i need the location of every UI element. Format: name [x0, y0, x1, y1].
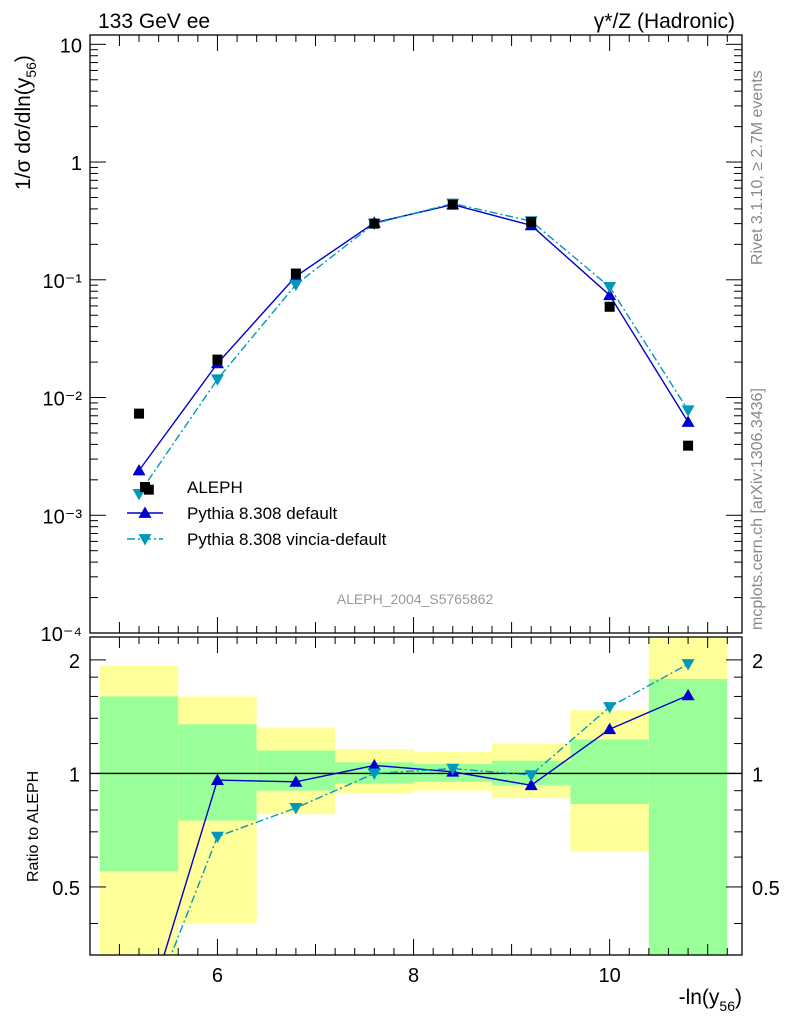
watermark: ALEPH_2004_S5765862 [337, 591, 494, 607]
ratio-marker-0-5 [524, 778, 538, 791]
main-marker-0-7 [681, 415, 695, 427]
main-frame [89, 34, 743, 634]
legend-label-1: Pythia 8.308 default [187, 504, 338, 523]
ratio-line-1 [170, 663, 689, 955]
ratio-marker-0-7 [681, 688, 695, 701]
main-marker-1-7 [681, 405, 695, 417]
main-ytick-label-5: 10 [60, 35, 82, 57]
legend-label-0: ALEPH [187, 478, 243, 497]
ratio-markers [210, 659, 695, 844]
ratio-ytick-label-r-0: 0.5 [752, 878, 780, 900]
ratio-marker-1-2 [289, 803, 303, 815]
band-green-1 [178, 724, 257, 821]
main-ylabel: 1/σ dσ/dln(y56) [12, 55, 39, 190]
data-point-2 [212, 354, 223, 365]
xtick-label-0: 6 [212, 965, 223, 987]
series-lines [138, 202, 689, 955]
data-point-0 [134, 408, 145, 419]
ratio-ytick-label-r-2: 2 [752, 651, 763, 673]
band-green-7 [648, 678, 728, 955]
axis-ticks: 10⁻⁴ 10⁻³ 10⁻² 10⁻¹ 1 10 0.5 0.5 1 1 2 2 6 8 10 [41, 35, 780, 987]
ratio-ytick-label-l-1: 1 [69, 764, 80, 786]
xtick-label-1: 8 [408, 965, 419, 987]
main-ytick-label-2: 10⁻² [43, 389, 83, 411]
ratio-marker-1-1 [210, 831, 224, 844]
ratio-marker-0-1 [210, 773, 224, 785]
data-point-3 [290, 268, 301, 279]
ratio-lines [163, 663, 689, 955]
ratio-ytick-label-r-1: 1 [752, 764, 763, 786]
main-ylabel-sub: 56 [23, 62, 39, 78]
main-ytick-label-3: 10⁻¹ [43, 271, 83, 293]
xlabel: -ln(y56) [679, 986, 742, 1014]
main-lines [138, 202, 689, 495]
legend-marker-0 [138, 506, 152, 518]
ratio-marker-1-5 [524, 770, 538, 782]
main-ytick-label-1: 10⁻³ [43, 506, 83, 528]
main-marker-1-2 [289, 279, 303, 292]
main-ylabel-text: 1/σ dσ/dln(y [12, 77, 35, 190]
ratio-marker-1-3 [367, 768, 381, 780]
series-markers [132, 198, 695, 844]
ratio-ylabel: Ratio to ALEPH [25, 771, 42, 882]
legend-marker-1 [138, 534, 152, 546]
main-marker-1-1 [210, 374, 224, 386]
ratio-ytick-label-l-2: 2 [69, 651, 80, 673]
data-point-5 [447, 199, 458, 210]
band-green-0 [99, 696, 179, 872]
main-markers [132, 198, 695, 501]
xlabel-text: -ln(y [679, 986, 720, 1009]
ratio-marker-1-4 [446, 763, 460, 776]
legend: ALEPH Pythia 8.308 default Pythia 8.308 vi… [127, 478, 387, 549]
header-right-suffix: (Hadronic) [637, 10, 735, 33]
ratio-marker-1-7 [681, 659, 695, 671]
xtick-label-2: 10 [599, 965, 621, 987]
main-ytick-label-4: 1 [71, 153, 82, 175]
ratio-marker-1-6 [603, 702, 617, 714]
main-marker-0-6 [603, 288, 617, 301]
data-point-6 [526, 216, 537, 227]
xlabel-sub: 56 [719, 998, 735, 1014]
main-marker-1-6 [603, 282, 617, 294]
legend-data-marker [140, 482, 150, 492]
mcplots-note: mcplots.cern.ch [arXiv:1306.3436] [749, 388, 766, 630]
header-right-prefix: γ*/Z [594, 10, 632, 33]
ratio-marker-0-6 [603, 722, 617, 735]
header-right: γ*/Z (Hadronic) [594, 10, 735, 33]
rivet-note: Rivet 3.1.10, ≥ 2.7M events [749, 70, 766, 265]
main-ytick-label-0: 10⁻⁴ [41, 624, 82, 646]
main-marker-0-0 [132, 464, 146, 476]
main-line-0 [138, 203, 689, 471]
main-line-1 [138, 202, 689, 495]
main-ylabel-close: ) [12, 55, 35, 62]
data-point-7 [604, 301, 615, 312]
band-green-6 [570, 739, 649, 804]
legend-label-2: Pythia 8.308 vincia-default [187, 530, 387, 549]
ratio-marker-0-2 [289, 775, 303, 787]
xlabel-close: ) [735, 986, 742, 1009]
header-left: 133 GeV ee [98, 10, 210, 33]
ratio-line-0 [163, 694, 689, 955]
panel-frames [89, 34, 743, 956]
data-point-4 [369, 218, 380, 229]
ratio-ytick-label-l-0: 0.5 [52, 878, 80, 900]
ratio-marker-0-3 [367, 758, 381, 771]
data-point-8 [683, 440, 694, 451]
ratio-frame [89, 636, 743, 956]
ratio-bands [99, 637, 728, 955]
